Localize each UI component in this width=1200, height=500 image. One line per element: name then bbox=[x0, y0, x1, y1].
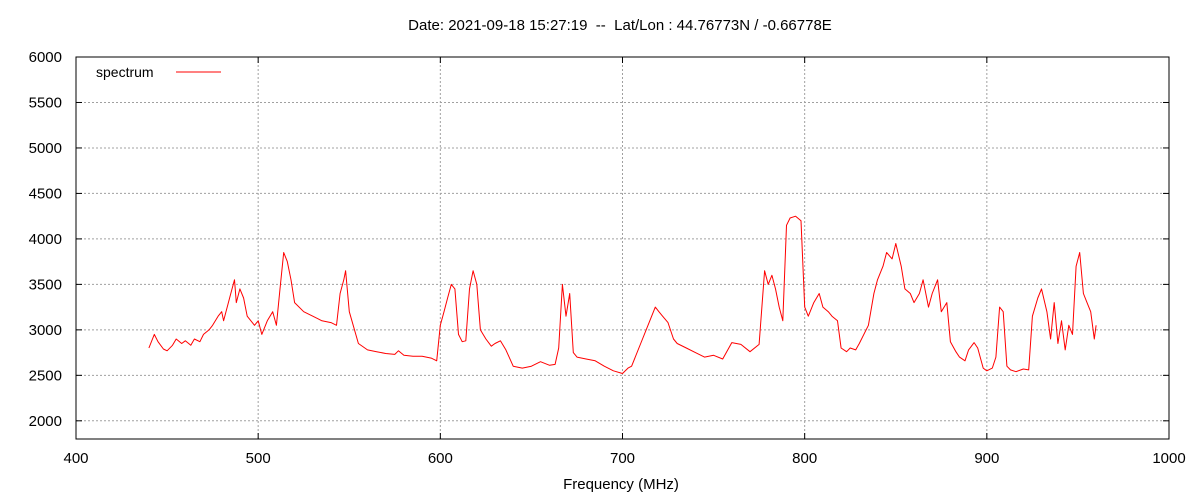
series-line-spectrum bbox=[148, 215, 1097, 374]
x-tick-label-1000: 1000 bbox=[1152, 450, 1185, 467]
y-tick-label-2500: 2500 bbox=[29, 367, 62, 384]
y-tick-label-2000: 2000 bbox=[29, 413, 62, 430]
chart-title: Date: 2021-09-18 15:27:19 -- Lat/Lon : 4… bbox=[408, 17, 832, 34]
legend: spectrum bbox=[96, 64, 221, 80]
x-tick-label-800: 800 bbox=[792, 450, 817, 467]
y-tick-label-4000: 4000 bbox=[29, 231, 62, 248]
x-tick-label-700: 700 bbox=[610, 450, 635, 467]
y-tick-label-3000: 3000 bbox=[29, 322, 62, 339]
y-tick-label-6000: 6000 bbox=[29, 49, 62, 66]
y-tick-label-4500: 4500 bbox=[29, 185, 62, 202]
y-axis-ticks: 2000 2500 3000 3500 4000 4500 5000 5500 6000 bbox=[29, 49, 1169, 430]
x-axis-ticks: 400 500 600 700 800 900 1000 bbox=[63, 57, 1186, 467]
grid-lines bbox=[76, 57, 1169, 439]
x-tick-label-500: 500 bbox=[246, 450, 271, 467]
y-tick-label-3500: 3500 bbox=[29, 276, 62, 293]
x-axis-label: Frequency (MHz) bbox=[563, 476, 679, 493]
y-tick-label-5500: 5500 bbox=[29, 94, 62, 111]
x-tick-label-600: 600 bbox=[428, 450, 453, 467]
x-tick-label-900: 900 bbox=[974, 450, 999, 467]
x-tick-label-400: 400 bbox=[63, 450, 88, 467]
y-tick-label-5000: 5000 bbox=[29, 140, 62, 157]
legend-label-spectrum: spectrum bbox=[96, 64, 154, 80]
